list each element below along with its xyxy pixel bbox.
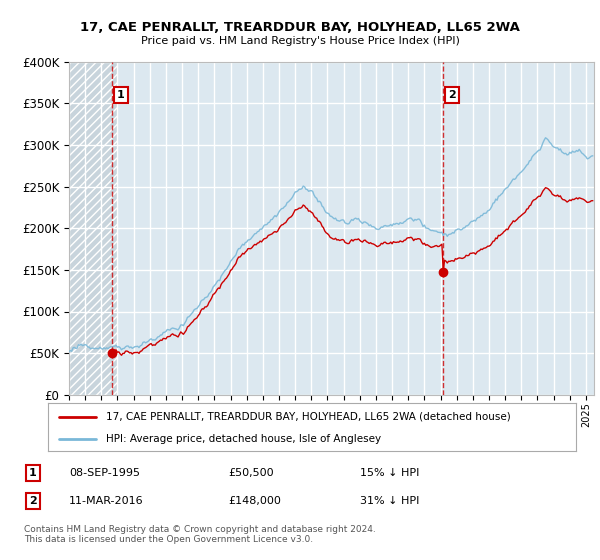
Text: 2: 2 bbox=[29, 496, 37, 506]
Text: £50,500: £50,500 bbox=[228, 468, 274, 478]
Text: 15% ↓ HPI: 15% ↓ HPI bbox=[360, 468, 419, 478]
Text: 1: 1 bbox=[117, 90, 125, 100]
Text: £148,000: £148,000 bbox=[228, 496, 281, 506]
Text: 2: 2 bbox=[448, 90, 456, 100]
Text: 08-SEP-1995: 08-SEP-1995 bbox=[69, 468, 140, 478]
Text: 1: 1 bbox=[29, 468, 37, 478]
Text: Price paid vs. HM Land Registry's House Price Index (HPI): Price paid vs. HM Land Registry's House … bbox=[140, 36, 460, 46]
Text: 17, CAE PENRALLT, TREARDDUR BAY, HOLYHEAD, LL65 2WA (detached house): 17, CAE PENRALLT, TREARDDUR BAY, HOLYHEA… bbox=[106, 412, 511, 422]
Text: 17, CAE PENRALLT, TREARDDUR BAY, HOLYHEAD, LL65 2WA: 17, CAE PENRALLT, TREARDDUR BAY, HOLYHEA… bbox=[80, 21, 520, 34]
Text: 31% ↓ HPI: 31% ↓ HPI bbox=[360, 496, 419, 506]
Text: 11-MAR-2016: 11-MAR-2016 bbox=[69, 496, 143, 506]
Bar bbox=[69, 62, 118, 395]
Text: Contains HM Land Registry data © Crown copyright and database right 2024.
This d: Contains HM Land Registry data © Crown c… bbox=[24, 525, 376, 544]
Text: HPI: Average price, detached house, Isle of Anglesey: HPI: Average price, detached house, Isle… bbox=[106, 434, 381, 444]
